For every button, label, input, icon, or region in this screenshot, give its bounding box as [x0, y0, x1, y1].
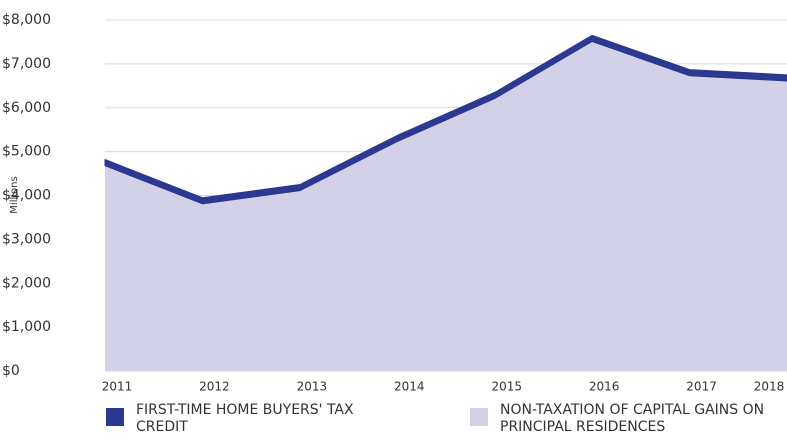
area-band	[104, 34, 787, 205]
y-tick-label: $5,000	[2, 144, 51, 160]
x-tick-label: 2013	[297, 380, 328, 394]
area	[105, 41, 787, 371]
legend-swatch	[106, 408, 124, 426]
legend-item: FIRST-TIME HOME BUYERS' TAX CREDIT	[106, 402, 406, 436]
x-tick-label: 2012	[199, 380, 230, 394]
y-tick-label: $4,000	[2, 188, 51, 204]
x-tick-label: 2016	[589, 380, 620, 394]
y-tick-label: $1,000	[2, 319, 51, 335]
y-tick-label: $2,000	[2, 275, 51, 291]
legend-item: NON-TAXATION OF CAPITAL GAINS ON PRINCIP…	[470, 402, 787, 436]
y-tick-label: $7,000	[2, 56, 51, 72]
x-tick-label: 2017	[686, 380, 717, 394]
x-tick-label: 2014	[394, 380, 425, 394]
chart: Millions $0 $1,000 $2,000 $3,000 $4,000 $5,00…	[2, 12, 787, 394]
legend-label: FIRST-TIME HOME BUYERS' TAX CREDIT	[136, 402, 354, 435]
y-axis-label: Millions	[9, 176, 20, 213]
x-tick-label: 2015	[491, 380, 522, 394]
x-tick-label: 2018	[754, 380, 785, 394]
y-tick-label: $3,000	[2, 231, 51, 247]
x-tick-label: 2011	[102, 380, 133, 394]
legend-swatch	[470, 408, 488, 426]
y-tick-label: $0	[2, 363, 20, 379]
y-tick-label: $6,000	[2, 100, 51, 116]
y-tick-label: $8,000	[2, 12, 51, 28]
legend-label: NON-TAXATION OF CAPITAL GAINS ON PRINCIP…	[500, 402, 765, 435]
